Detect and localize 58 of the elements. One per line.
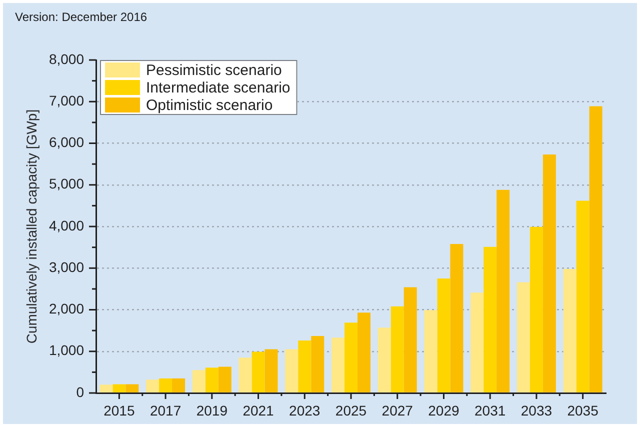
legend-label: Pessimistic scenario (146, 62, 282, 80)
bar (470, 292, 484, 392)
bar (252, 352, 265, 392)
x-tick-label: 2035 (567, 402, 599, 418)
bar (126, 384, 139, 392)
bar (100, 384, 113, 392)
bar (424, 310, 438, 392)
y-tick-label: 1,000 (48, 342, 84, 358)
y-axis-title: Cumulatively installed capacity [GWp] (23, 109, 40, 344)
x-tick-label: 2015 (104, 402, 135, 418)
bar (159, 378, 172, 392)
x-tick-label: 2031 (474, 402, 506, 418)
bar (378, 328, 391, 392)
bar (112, 384, 126, 392)
bar (496, 190, 510, 392)
x-tick-label: 2029 (428, 402, 460, 418)
x-tick-label: 2021 (242, 402, 274, 418)
bar (437, 278, 450, 392)
bar (298, 340, 312, 392)
x-tick-label: 2019 (196, 402, 228, 418)
bar (146, 380, 160, 392)
bar (484, 246, 497, 392)
bar (264, 349, 278, 392)
bar (332, 338, 345, 392)
bar (576, 200, 590, 392)
bar (311, 336, 324, 392)
text: Version: December 2016 (15, 10, 148, 24)
bar (285, 349, 298, 392)
bar (530, 226, 543, 392)
bar (357, 312, 370, 392)
y-tick-label: 7,000 (48, 92, 84, 108)
bar (563, 268, 576, 392)
legend-label: Intermediate scenario (146, 80, 290, 97)
bar (516, 282, 530, 392)
bar (542, 154, 556, 392)
y-tick-label: 8,000 (48, 50, 84, 67)
y-tick-label: 0 (76, 384, 84, 400)
y-tick-label: 5,000 (48, 176, 84, 192)
bar (218, 366, 232, 392)
bar (450, 244, 464, 392)
bar (205, 368, 218, 392)
y-tick-label: 6,000 (48, 134, 84, 150)
bar (344, 322, 358, 392)
x-tick-label: 2017 (150, 402, 182, 418)
x-tick-label: 2033 (520, 402, 552, 418)
x-tick-label: 2027 (382, 402, 414, 418)
x-tick-label: 2025 (335, 402, 367, 418)
bar (404, 287, 417, 392)
bar (192, 370, 206, 392)
bar (238, 358, 252, 392)
y-tick-label: 4,000 (48, 217, 84, 234)
bar (589, 106, 602, 392)
y-tick-label: 2,000 (48, 300, 84, 317)
bar (172, 378, 186, 392)
legend-label: Optimistic scenario (146, 97, 273, 114)
bar (390, 306, 404, 392)
x-tick-label: 2023 (289, 402, 320, 418)
y-tick-label: 3,000 (48, 258, 84, 275)
